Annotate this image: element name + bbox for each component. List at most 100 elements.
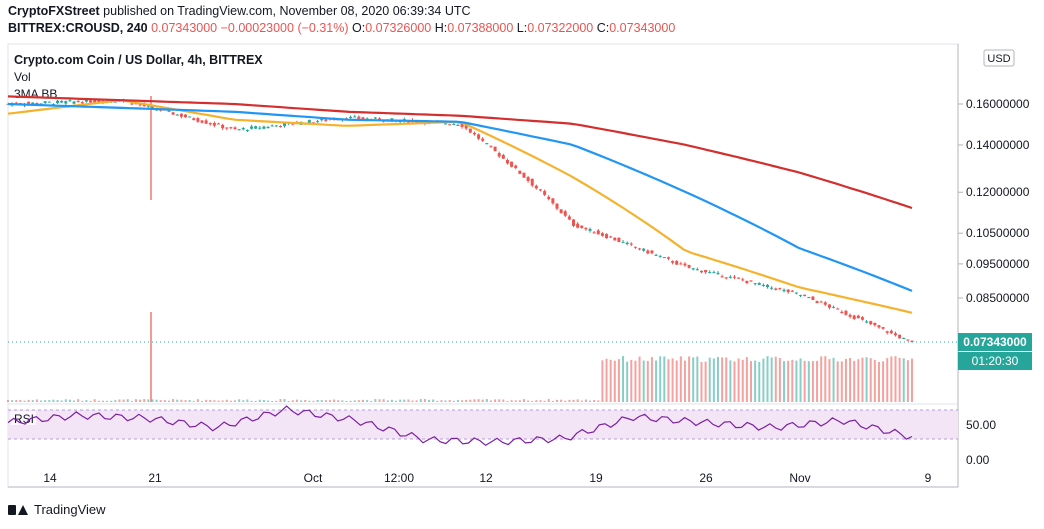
volume-bar [745, 357, 748, 402]
volume-bar [750, 361, 753, 402]
high-value: 0.07388000 [447, 21, 514, 35]
rsi-tick-50: 50.00 [966, 418, 996, 432]
candle-body [167, 110, 171, 112]
volume-bar [188, 400, 191, 402]
candle-body [733, 276, 737, 278]
volume-bar [184, 400, 187, 402]
volume-bar [440, 400, 443, 402]
volume-bar [176, 399, 179, 402]
volume-bar [630, 359, 633, 402]
volume-bar [238, 399, 241, 402]
candle-body [588, 229, 592, 231]
candle-body [130, 103, 134, 105]
volume-bar [832, 357, 835, 402]
currency-badge[interactable] [983, 49, 1015, 67]
volume-bar [725, 357, 728, 402]
candle-body [910, 340, 914, 343]
volume-bar [68, 399, 71, 402]
volume-bar [708, 357, 711, 402]
volume-bar [134, 399, 137, 402]
volume-bar [807, 361, 810, 402]
volume-bar [514, 400, 517, 402]
volume-bar [791, 359, 794, 402]
candle-body [320, 118, 324, 121]
candle-body [753, 283, 757, 285]
candle-body [175, 114, 179, 116]
volume-bar [23, 400, 26, 402]
volume-bar [40, 400, 43, 402]
candle-body [278, 126, 282, 128]
volume-bar [44, 400, 47, 402]
volume-bar [291, 400, 294, 402]
volume-bar [415, 400, 418, 402]
volume-bar [308, 400, 311, 402]
candle-body [592, 232, 596, 234]
volume-bar [60, 400, 63, 402]
volume-bar [485, 399, 488, 402]
candle-body [221, 124, 225, 129]
volume-bar [522, 399, 525, 402]
candle-body [724, 277, 728, 279]
volume-bar [597, 400, 600, 402]
volume-bar [31, 400, 34, 402]
candle-body [456, 124, 460, 126]
tradingview-logo[interactable]: TradingView [8, 502, 106, 517]
candle-body [865, 321, 869, 323]
rsi-label-bg [10, 411, 36, 425]
volume-bar [510, 400, 513, 402]
y-tick-label: 0.14000000 [966, 138, 1030, 152]
volume-bar [217, 400, 220, 402]
volume-bar [101, 400, 104, 402]
candle-body [580, 225, 584, 228]
ma-slow-line [7, 95, 913, 210]
candle-body [316, 121, 320, 123]
volume-bar [849, 358, 852, 402]
candle-body [695, 269, 699, 271]
candle-body [807, 297, 811, 299]
candle-body [138, 104, 142, 106]
candle-body [56, 100, 60, 104]
volume-bar [733, 361, 736, 402]
candle-body [262, 126, 266, 129]
volume-bar [370, 400, 373, 402]
candle-body [815, 301, 819, 304]
volume-bar [568, 399, 571, 402]
candle-body [514, 165, 518, 168]
volume-bar [729, 360, 732, 402]
volume-bar [539, 400, 542, 402]
volume-bar [345, 400, 348, 402]
volume-bar [535, 400, 538, 402]
volume-bar [811, 361, 814, 402]
candle-body [361, 117, 365, 120]
candle-body [621, 241, 625, 243]
candle-body [179, 113, 183, 117]
x-tick-label: 12:00 [384, 471, 414, 485]
volume-bar [551, 400, 554, 402]
candles [6, 96, 914, 343]
last-price-tag [958, 333, 1032, 351]
candle-body [625, 242, 629, 245]
volume-bar [246, 399, 249, 402]
candle-body [869, 321, 873, 325]
volume-bar [159, 400, 162, 402]
candle-body [683, 263, 687, 266]
volume-bar [225, 399, 228, 402]
candle-body [658, 256, 662, 258]
candle-body [60, 100, 64, 103]
volume-bar [386, 400, 389, 402]
candle-body [245, 130, 249, 132]
volume-bar [353, 400, 356, 402]
volume-bar [469, 399, 472, 402]
volume-bar [911, 358, 913, 402]
candle-body [716, 272, 720, 274]
author-name[interactable]: CryptoFXStreet [8, 4, 100, 18]
candle-body [906, 339, 910, 341]
candle-body [283, 123, 287, 127]
volume-bar [114, 400, 117, 402]
candle-body [567, 216, 571, 220]
last-price-tag-text: 0.07343000 [963, 335, 1027, 349]
volume-bar [19, 400, 22, 402]
candle-body [629, 243, 633, 245]
candle-body [274, 125, 278, 127]
